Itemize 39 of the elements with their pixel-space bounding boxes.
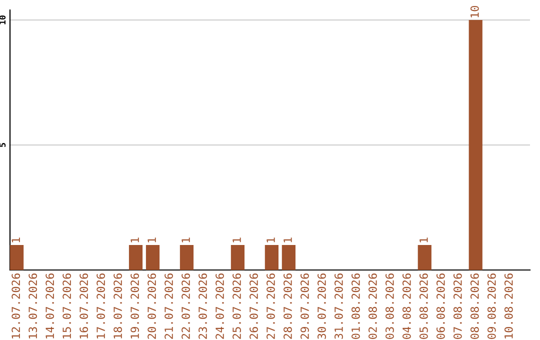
x-tick-label: 15.07.2026 [62,273,72,338]
data-label: 1 [266,238,275,242]
x-tick-label: 21.07.2026 [164,273,173,339]
data-label: 1 [182,238,190,242]
x-tick-label: 27.07.2026 [266,273,275,339]
x-tick-label: 02.08.2026 [368,273,377,339]
x-tick-label: 10.08.2026 [504,273,513,338]
x-tick-label: 31.07.2026 [334,273,343,339]
x-tick-label: 30.07.2026 [318,273,326,339]
x-tick-label: 05.08.2026 [419,273,428,339]
x-tick-label: 23.07.2026 [198,273,207,339]
x-tick-label: 20.07.2026 [148,273,156,339]
x-tick-label: 18.07.2026 [114,273,122,338]
x-tick-label: 07.08.2026 [453,273,462,339]
x-tick-label: 08.08.2026 [470,273,479,339]
x-tick-label: 19.07.2026 [130,273,140,338]
x-tick-label: 13.07.2026 [28,273,38,338]
x-tick-label: 09.08.2026 [487,273,496,339]
x-tick-label: 16.07.2026 [80,273,88,338]
data-label: 1 [148,238,156,242]
x-tick-label: 14.07.2026 [46,273,54,338]
x-tick-label: 26.07.2026 [250,273,258,339]
x-tick-label: 22.07.2026 [182,273,190,339]
x-tick-label: 03.08.2026 [386,273,394,339]
x-tick-label: 17.07.2026 [96,273,106,338]
x-tick-label: 25.07.2026 [232,273,241,339]
x-tick-label: 04.08.2026 [402,273,411,339]
data-label: 1 [284,238,292,242]
x-tick-label: 01.08.2026 [352,273,360,339]
data-label: 10 [470,6,479,18]
x-tick-label: 24.07.2026 [216,273,224,339]
x-tick-label: 28.07.2026 [284,273,292,339]
x-tick-label: 06.08.2026 [436,273,445,339]
x-tick-label: 12.07.2026 [12,273,20,338]
data-label: 1 [232,238,241,242]
data-label: 1 [12,238,20,242]
data-label: 1 [130,238,139,242]
data-label: 1 [420,238,428,242]
x-tick-label: 29.07.2026 [300,273,309,339]
